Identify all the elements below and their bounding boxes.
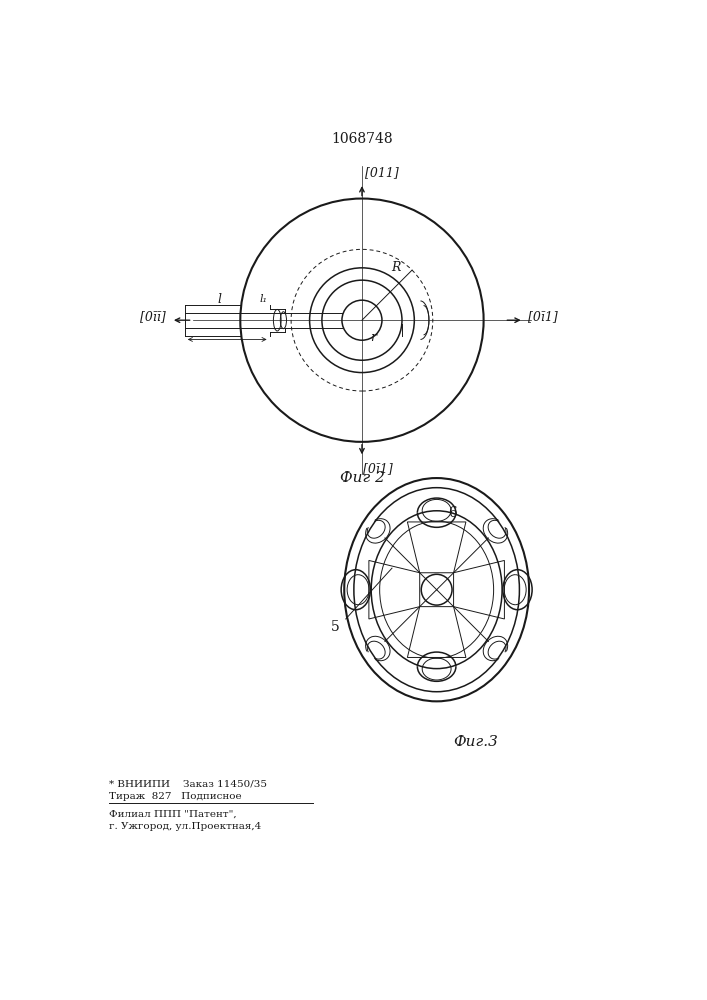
Text: [011]: [011]	[365, 166, 399, 179]
Text: 5: 5	[331, 620, 339, 634]
Text: R: R	[391, 261, 401, 274]
Text: [0ī1]: [0ī1]	[363, 462, 393, 475]
Text: [0īī]: [0īī]	[140, 310, 165, 323]
Text: * ВНИИПИ    Заказ 11450/35: * ВНИИПИ Заказ 11450/35	[110, 779, 267, 788]
Text: 6: 6	[448, 506, 457, 520]
Text: Фиг.3: Фиг.3	[452, 735, 498, 749]
Text: [0ī1]: [0ī1]	[527, 310, 557, 323]
Text: l₁: l₁	[259, 294, 267, 304]
Text: Филиал ППП "Патент",: Филиал ППП "Патент",	[110, 810, 237, 819]
Text: Фиг 2: Фиг 2	[339, 471, 385, 485]
Text: l: l	[218, 293, 221, 306]
Text: r: r	[370, 331, 375, 344]
Text: г. Ужгород, ул.Проектная,4: г. Ужгород, ул.Проектная,4	[110, 822, 262, 831]
Text: Тираж  827   Подписное: Тираж 827 Подписное	[110, 792, 242, 801]
Text: 1068748: 1068748	[331, 132, 393, 146]
